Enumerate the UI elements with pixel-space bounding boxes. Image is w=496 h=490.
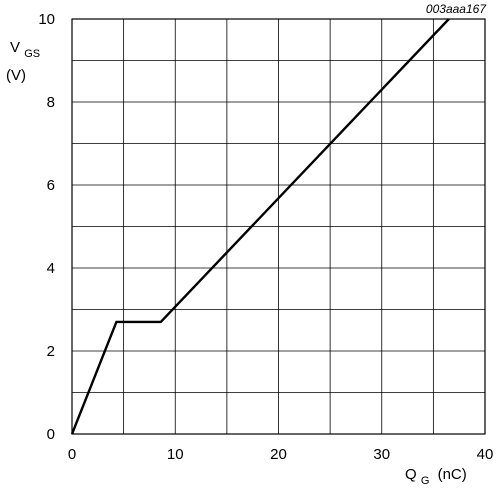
y-tick-label: 10 xyxy=(38,11,55,28)
y-axis-label-main: V xyxy=(10,39,20,56)
series-line xyxy=(70,18,450,435)
grid-lines xyxy=(72,19,485,434)
x-tick-label: 10 xyxy=(167,446,184,463)
x-axis-label-sub: G xyxy=(421,475,430,487)
x-axis-label: Q G (nC) xyxy=(405,466,467,488)
y-tick-label: 6 xyxy=(47,177,55,194)
figure-code: 003aaa167 xyxy=(426,2,487,16)
y-tick-label: 2 xyxy=(47,343,55,360)
y-axis-unit: (V) xyxy=(6,67,26,84)
x-tick-label: 20 xyxy=(270,446,287,463)
y-axis-label-sub: GS xyxy=(24,48,40,60)
y-tick-label: 4 xyxy=(47,260,55,277)
series-group xyxy=(70,18,450,435)
x-tick-label: 40 xyxy=(477,446,494,463)
x-axis-label-unit: (nC) xyxy=(438,466,467,483)
y-tick-label: 8 xyxy=(47,94,55,111)
x-tick-label: 0 xyxy=(68,446,76,463)
tick-labels: 0 2 4 6 8 10 0 10 20 30 40 xyxy=(38,11,493,463)
plot-frame xyxy=(71,18,486,435)
y-tick-label: 0 xyxy=(47,426,55,443)
x-tick-label: 30 xyxy=(373,446,390,463)
x-axis-label-main: Q xyxy=(405,466,417,483)
y-axis-label: V GS xyxy=(10,39,40,60)
